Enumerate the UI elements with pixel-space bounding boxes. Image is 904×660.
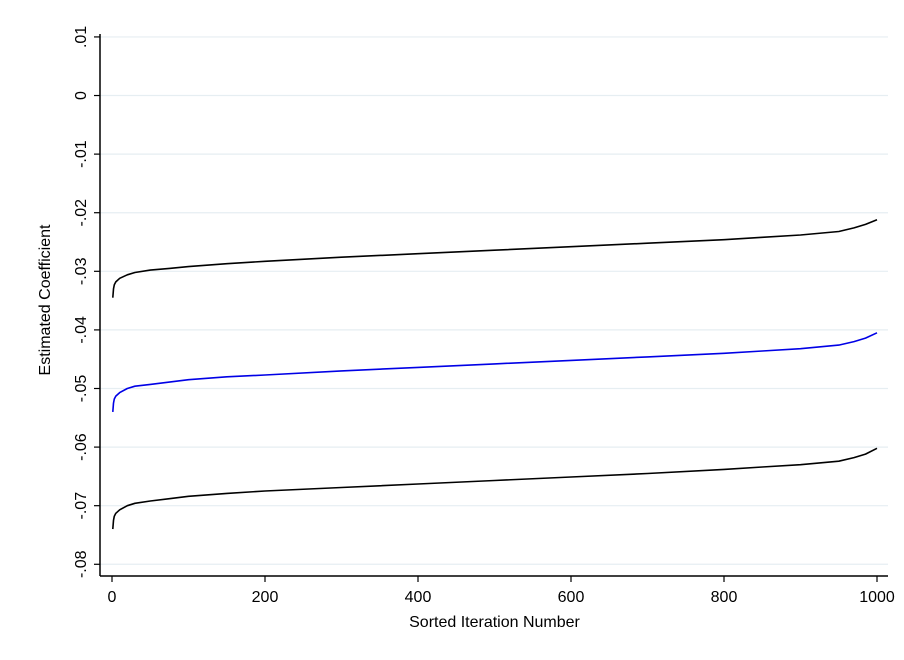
x-axis-title: Sorted Iteration Number <box>409 614 580 631</box>
y-tick-label: -.02 <box>73 199 90 227</box>
x-tick-label: 800 <box>711 589 738 606</box>
y-tick-label: .01 <box>73 26 90 48</box>
x-tick-label: 200 <box>252 589 279 606</box>
y-tick-label: -.05 <box>73 375 90 403</box>
x-tick-label: 400 <box>405 589 432 606</box>
y-tick-label: -.08 <box>73 550 90 578</box>
x-tick-label: 600 <box>558 589 585 606</box>
y-tick-label: -.07 <box>73 492 90 520</box>
series-lines <box>112 218 878 530</box>
x-tick-label: 0 <box>108 589 117 606</box>
y-tick-label: -.01 <box>73 140 90 168</box>
series-line-1 <box>112 218 878 298</box>
y-tick-label: -.06 <box>73 433 90 461</box>
x-tick-label: 1000 <box>859 589 895 606</box>
y-tick-label: 0 <box>73 91 90 100</box>
y-axis-title: Estimated Coefficient <box>37 224 54 375</box>
gridlines <box>100 36 888 565</box>
series-line-3 <box>112 447 878 530</box>
y-tick-label: -.03 <box>73 257 90 285</box>
y-tick-label: -.04 <box>73 316 90 344</box>
series-line-2 <box>112 332 878 412</box>
x-axis-ticks: 0 200 400 600 800 1000 <box>108 576 895 606</box>
y-axis-ticks: .01 0 -.01 -.02 -.03 -.04 -.05 -.06 -.07 -.08 <box>73 26 100 578</box>
